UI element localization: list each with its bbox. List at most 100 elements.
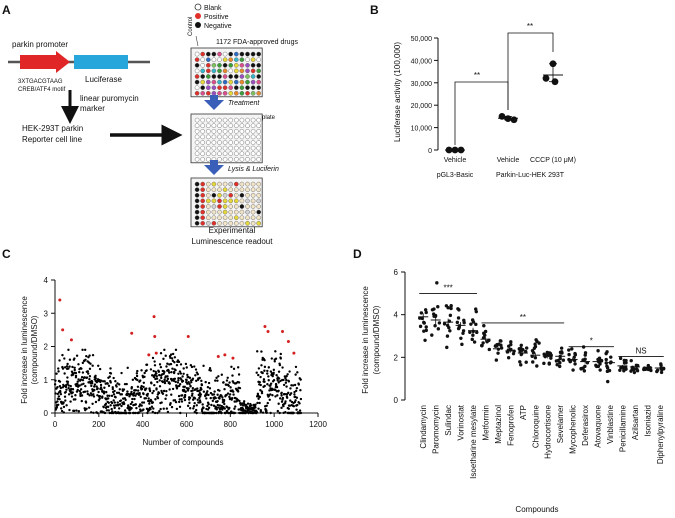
chart-d-point — [424, 310, 428, 315]
chart-c-point — [232, 367, 236, 371]
chart-d-point — [461, 331, 465, 335]
chart-d-point — [582, 369, 587, 373]
chart-c-xtick-label: 400 — [136, 420, 150, 429]
chart-c-point — [120, 371, 123, 375]
chart-c-point — [171, 359, 175, 363]
chart-c-xtick-label: 600 — [180, 420, 194, 429]
chart-c-point — [148, 402, 151, 405]
panel-label-b: B — [370, 3, 379, 17]
chart-c-point — [200, 379, 203, 383]
chart-c-point — [187, 387, 190, 390]
chart-c-point — [259, 375, 262, 379]
chart-c-point — [190, 380, 193, 384]
chart-c-point — [98, 367, 102, 371]
chart-d-point — [449, 304, 453, 308]
chart-c-point — [284, 376, 287, 380]
chart-c-point — [205, 397, 208, 400]
chart-c-point — [299, 411, 303, 415]
chart-c-point — [66, 376, 69, 379]
well — [194, 74, 200, 79]
chart-c-point — [85, 354, 88, 358]
well — [217, 140, 222, 145]
well — [222, 192, 228, 198]
chart-c-point — [206, 404, 209, 408]
chart-c-point — [233, 407, 236, 410]
chart-c-point — [258, 380, 261, 384]
chart-c-point — [166, 375, 169, 378]
chart-c-point — [96, 411, 99, 415]
well — [245, 79, 250, 85]
well — [228, 79, 233, 85]
well — [211, 68, 217, 74]
chart-c-point — [177, 372, 180, 375]
chart-d-xtick-label: Penicillamine — [618, 404, 627, 452]
well — [245, 123, 250, 128]
well — [211, 220, 217, 226]
well — [200, 181, 205, 187]
chart-c-point — [160, 376, 163, 380]
chart-c-point — [70, 370, 74, 373]
chart-c-point — [266, 369, 269, 373]
well — [250, 63, 256, 68]
chart-c-point — [114, 396, 117, 399]
chart-c-point — [118, 388, 122, 391]
chart-d-point — [423, 308, 428, 312]
chart-c-point — [68, 408, 71, 412]
chart-d-point — [449, 306, 453, 311]
chart-c-point — [151, 410, 154, 414]
chart-c-point — [70, 387, 73, 391]
well — [245, 74, 250, 79]
chart-c-point — [130, 407, 133, 410]
well — [250, 145, 256, 151]
chart-c-point — [217, 375, 220, 378]
chart-c-point — [60, 409, 64, 413]
chart-c-point — [84, 384, 87, 388]
well — [239, 204, 245, 209]
cell-line-line1: HEK-293T parkin — [22, 124, 83, 133]
chart-c-point — [73, 366, 76, 369]
well — [233, 151, 239, 156]
well — [233, 117, 239, 123]
chart-d-point — [418, 324, 423, 329]
chart-c-point — [279, 357, 283, 360]
chart-c-point — [135, 374, 139, 378]
chart-c-point — [173, 399, 177, 402]
chart-c-point — [180, 400, 184, 403]
chart-c-point — [299, 397, 303, 401]
well — [239, 181, 245, 187]
chart-b-xtick-label: CCCP (10 μM) — [530, 157, 576, 164]
chart-d: Fold increase in luminescence (compound/… — [361, 268, 666, 514]
drug-plate — [190, 47, 263, 98]
well — [233, 187, 239, 192]
chart-c-hit-point — [61, 328, 65, 332]
chart-c-point — [254, 406, 257, 409]
well — [211, 74, 217, 79]
chart-c-point — [257, 373, 260, 377]
chart-c-point — [177, 360, 181, 364]
chart-c-point — [136, 369, 139, 373]
chart-c-point — [146, 392, 150, 396]
chart-c-point — [275, 385, 279, 389]
chart-c-point — [131, 378, 135, 381]
chart-d-point — [558, 350, 563, 355]
chart-c-point — [93, 383, 97, 386]
chart-c-point — [135, 372, 139, 375]
chart-d-point — [487, 347, 492, 352]
chart-c-point — [56, 386, 59, 389]
chart-c-point — [275, 373, 278, 377]
reporter-construct: parkin promoter Luciferase 3XTGACGTAAG C… — [8, 40, 150, 93]
chart-c-point — [279, 352, 282, 356]
well — [239, 156, 245, 162]
well — [256, 209, 262, 215]
chart-d-point — [498, 339, 503, 343]
chart-d-point — [573, 362, 577, 366]
chart-c-point — [240, 402, 244, 405]
chart-c-point — [158, 373, 161, 377]
well — [205, 117, 211, 123]
well — [222, 215, 228, 220]
cell-plate — [190, 113, 263, 164]
well — [194, 215, 200, 220]
chart-c-point — [177, 376, 180, 380]
well — [256, 63, 262, 68]
chart-c-point — [216, 393, 219, 396]
